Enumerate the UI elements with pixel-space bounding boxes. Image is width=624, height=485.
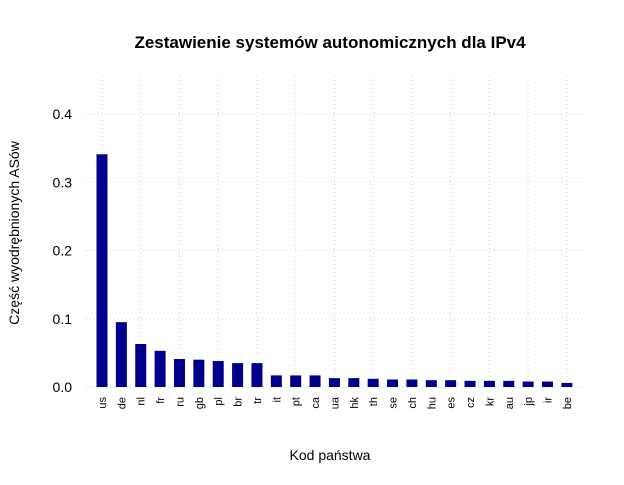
y-tick-label: 0.1 xyxy=(53,311,73,327)
bar-se xyxy=(387,379,399,387)
bar-nl xyxy=(135,344,147,387)
x-tick-label: se xyxy=(388,397,400,409)
x-tick-label: ir xyxy=(543,397,555,403)
x-tick-label: tr xyxy=(252,397,264,404)
x-tick-label: be xyxy=(562,397,574,409)
chart-title: Zestawienie systemów autonomicznych dla … xyxy=(134,33,526,52)
x-tick-label: es xyxy=(446,397,458,409)
x-tick-label: gb xyxy=(194,397,206,409)
x-tick-label: ca xyxy=(310,396,322,409)
bar-cz xyxy=(464,380,476,387)
bar-kr xyxy=(483,380,495,387)
x-tick-label: ua xyxy=(329,396,341,409)
bar-au xyxy=(503,380,515,387)
bar-pl xyxy=(212,361,224,387)
x-tick-label: us xyxy=(97,397,109,409)
bar-fr xyxy=(154,350,166,387)
bar-jp xyxy=(522,381,534,387)
y-tick-label: 0.3 xyxy=(53,174,73,190)
x-tick-label: fr xyxy=(155,397,167,404)
bar-be xyxy=(561,382,573,387)
x-tick-label: br xyxy=(233,397,245,407)
y-tick-label: 0.0 xyxy=(53,379,73,395)
x-axis-label: Kod państwa xyxy=(290,447,371,463)
x-tick-label: hu xyxy=(426,397,438,409)
bar-br xyxy=(232,363,244,387)
x-tick-label: pt xyxy=(291,397,303,406)
bar-es xyxy=(445,380,457,387)
bar-us xyxy=(96,154,108,387)
bar-it xyxy=(270,375,282,387)
y-tick-labels: 0.0 0.1 0.2 0.3 0.4 xyxy=(53,106,73,395)
x-tick-label: it xyxy=(271,397,283,403)
bar-ch xyxy=(406,379,418,387)
x-tick-label: pl xyxy=(213,397,225,406)
bar-ru xyxy=(173,359,185,387)
x-tick-label: cz xyxy=(465,397,477,408)
x-tick-label: jp xyxy=(523,397,535,407)
bar-ua xyxy=(328,378,340,387)
bar-tr xyxy=(251,363,263,387)
y-tick-label: 0.4 xyxy=(53,106,73,122)
bar-th xyxy=(367,378,379,387)
x-tick-label: hk xyxy=(349,397,361,409)
bar-hk xyxy=(348,378,360,387)
x-tick-label: ch xyxy=(407,397,419,409)
x-tick-label: th xyxy=(368,397,380,406)
grid xyxy=(86,76,584,388)
bar-hu xyxy=(425,380,437,387)
x-tick-label: ru xyxy=(174,397,186,407)
bars xyxy=(96,154,573,387)
bar-de xyxy=(115,322,127,387)
x-tick-label: nl xyxy=(136,397,148,406)
x-tick-label: de xyxy=(116,397,128,409)
y-axis-label: Część wyodrębnionych ASów xyxy=(6,140,22,325)
bar-pt xyxy=(290,375,302,387)
x-tick-label: au xyxy=(504,397,516,409)
bar-ir xyxy=(542,381,554,387)
x-tick-label: kr xyxy=(484,397,496,407)
x-tick-labels: us de nl fr ru gb pl br tr it pt ca ua hk th se ch hu es cz… xyxy=(97,396,574,409)
y-tick-label: 0.2 xyxy=(53,243,73,259)
bar-ca xyxy=(309,375,321,387)
bar-gb xyxy=(193,359,205,387)
